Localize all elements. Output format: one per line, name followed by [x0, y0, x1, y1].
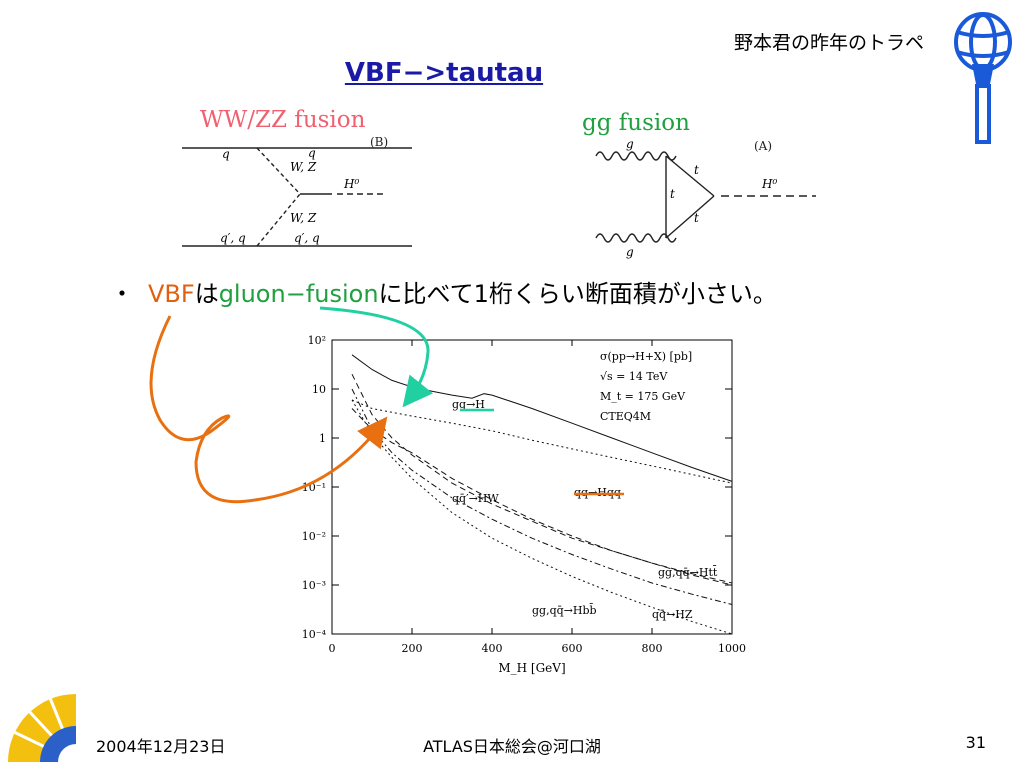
vbf-label-q-bottom-in: q′, q	[220, 231, 246, 245]
ggf-label-t-bottom: t	[694, 211, 699, 225]
ggf-label-t-top: t	[694, 163, 699, 177]
series-line-2	[351, 373, 733, 586]
ggf-diagram-tag: (A)	[754, 139, 772, 153]
vbf-label-q-out: q	[308, 146, 316, 160]
plot-frame	[331, 339, 733, 635]
y-tick-label: 1	[319, 432, 326, 445]
page-number: 31	[965, 733, 986, 752]
slide-title: VBF−>tautau	[344, 58, 544, 88]
series-label: qq→Hqq	[574, 486, 621, 499]
ggf-label-t-mid: t	[670, 187, 675, 201]
vbf-label-higgs: H⁰	[343, 177, 359, 191]
bullet-vbf-text: VBF	[148, 280, 195, 308]
bullet-marker: ・	[110, 280, 134, 308]
ggf-feynman-diagram: gg fusion (A) g t H⁰ t t g	[582, 110, 816, 259]
series-line-0	[351, 354, 733, 482]
x-tick-label: 200	[402, 642, 423, 655]
ggf-label-higgs: H⁰	[761, 177, 777, 191]
x-tick-label: 0	[329, 642, 336, 655]
plot-annotation-line: CTEQ4M	[600, 410, 651, 423]
y-tick-label: 10⁻³	[302, 579, 326, 592]
vbf-diagram-title: WW/ZZ fusion	[200, 107, 366, 133]
bullet-particle-text: は	[194, 280, 219, 308]
x-tick-label: 600	[562, 642, 583, 655]
bullet-point: ・ VBFはgluon−fusionに比べて1桁くらい断面積が小さい。	[110, 274, 777, 309]
footer-event: ATLAS日本総会@河口湖	[423, 737, 601, 756]
series-label: gg,qq̄→Hbb̄	[532, 604, 597, 617]
x-tick-label: 1000	[718, 642, 746, 655]
vbf-diagram-tag: (B)	[370, 135, 388, 149]
y-tick-label: 10⁻¹	[302, 481, 326, 494]
atlas-logo	[954, 12, 1012, 144]
y-tick-label: 10	[312, 383, 326, 396]
series-label: qq̄→HZ	[652, 608, 693, 621]
bullet-ggf-text: gluon−fusion	[218, 280, 379, 308]
vbf-feynman-diagram: WW/ZZ fusion (B) q q W, Z H⁰ W, Z q′, q …	[182, 107, 412, 247]
series-line-5	[351, 399, 733, 635]
footer-date: 2004年12月23日	[96, 737, 226, 756]
vbf-label-wz-bottom: W, Z	[290, 211, 317, 225]
series-line-4	[351, 408, 733, 584]
x-tick-label: 400	[482, 642, 503, 655]
ggf-diagram-title: gg fusion	[582, 110, 690, 136]
series-label: gg→H	[452, 398, 485, 411]
ggf-label-g-top: g	[626, 137, 634, 151]
plot-annotation-line: M_t = 175 GeV	[600, 390, 686, 403]
vbf-label-q-bottom-out: q′, q	[294, 231, 320, 245]
ggf-label-g-bottom: g	[626, 245, 634, 259]
vbf-label-wz-top: W, Z	[290, 160, 317, 174]
vbf-label-q-in: q	[222, 147, 230, 161]
cross-section-plot: 0 200 400 600 800 100010⁻⁴10⁻³10⁻²10⁻¹11010² …	[302, 334, 746, 675]
x-tick-label: 800	[642, 642, 663, 655]
y-tick-label: 10⁻⁴	[302, 628, 327, 641]
university-logo	[8, 694, 78, 764]
plot-x-label: M_H [GeV]	[498, 661, 565, 675]
series-label: gg,qq̄→Htt̄	[658, 566, 718, 579]
y-tick-label: 10²	[308, 334, 326, 347]
bullet-rest-text: に比べて1桁くらい断面積が小さい。	[378, 280, 777, 308]
series-line-1	[351, 399, 733, 484]
series-line-3	[351, 388, 733, 605]
y-tick-label: 10⁻²	[302, 530, 326, 543]
plot-annotation-line: σ(pp→H+X) [pb]	[600, 350, 692, 363]
topic-text: 野本君の昨年のトラペ	[733, 32, 924, 54]
plot-annotation-line: √s = 14 TeV	[600, 370, 668, 383]
series-label: qq̄′→HW	[452, 492, 499, 505]
